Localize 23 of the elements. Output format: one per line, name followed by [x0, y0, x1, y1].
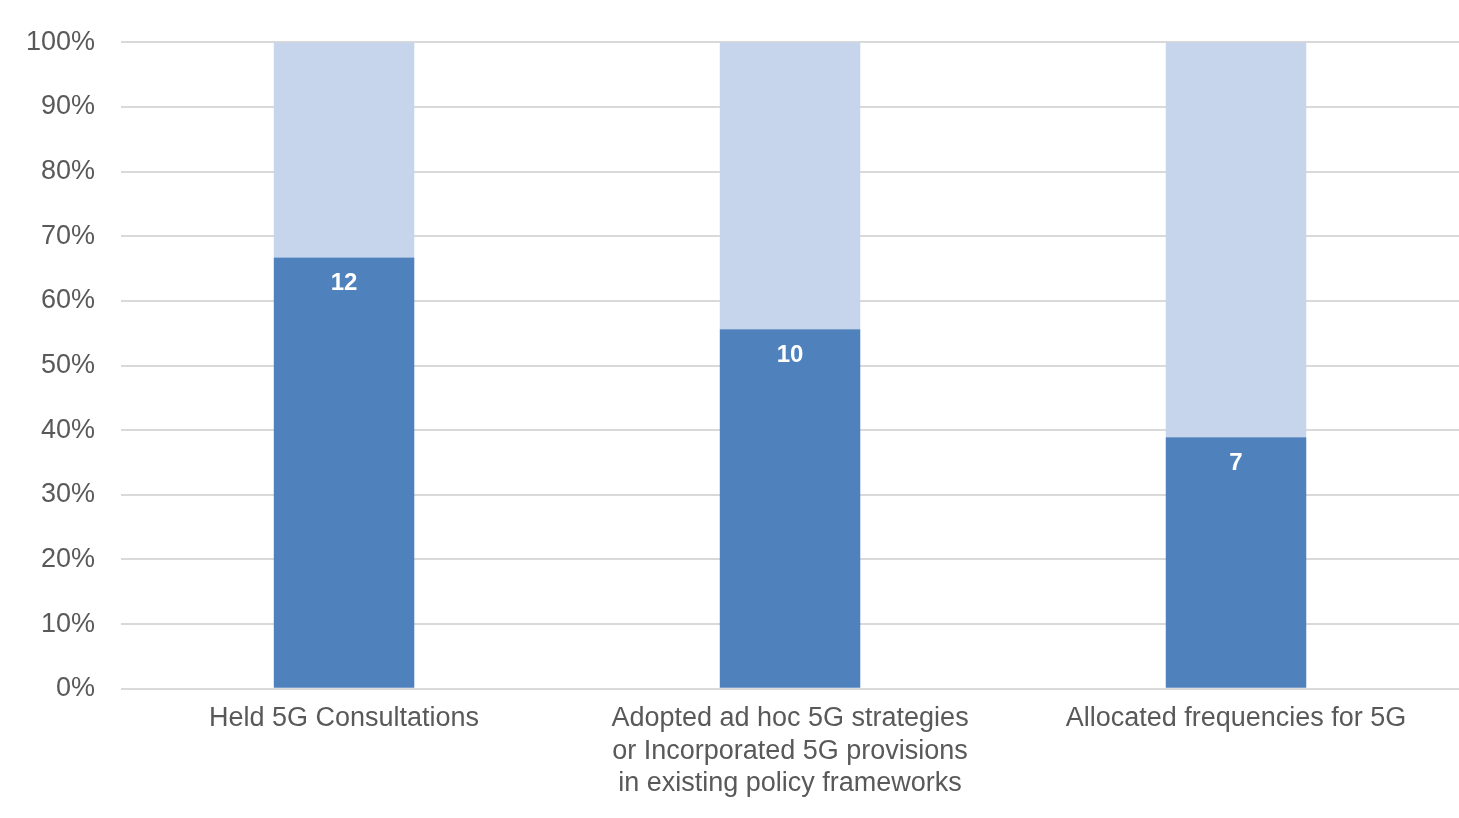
bar: [1165, 42, 1307, 438]
bar: [719, 42, 861, 330]
y-tick-label: 30%: [41, 478, 96, 509]
y-tick-label: 100%: [25, 25, 96, 56]
bar: [273, 42, 415, 258]
y-tick-label: 10%: [41, 607, 96, 638]
y-tick-label: 50%: [41, 348, 96, 379]
bar: [273, 257, 415, 688]
x-tick-label: Adopted ad hoc 5G strategies or Incorporated 5G provisions in existing policy frameworks: [611, 702, 969, 798]
bar: [1165, 437, 1307, 688]
annotation: 7: [1229, 447, 1243, 475]
x-tick-label: Held 5G Consultations: [208, 702, 480, 733]
y-tick-label: 70%: [41, 219, 96, 250]
y-tick-label: 40%: [41, 413, 96, 444]
y-tick-label: 0%: [56, 672, 96, 703]
y-tick-label: 20%: [41, 542, 96, 573]
annotation: 10: [776, 339, 804, 367]
y-tick-label: 60%: [41, 284, 96, 315]
bar: [719, 329, 861, 688]
x-tick-label: Allocated frequencies for 5G: [1065, 702, 1407, 733]
y-tick-label: 90%: [41, 90, 96, 121]
y-tick-label: 80%: [41, 154, 96, 185]
annotation: 12: [330, 268, 358, 296]
